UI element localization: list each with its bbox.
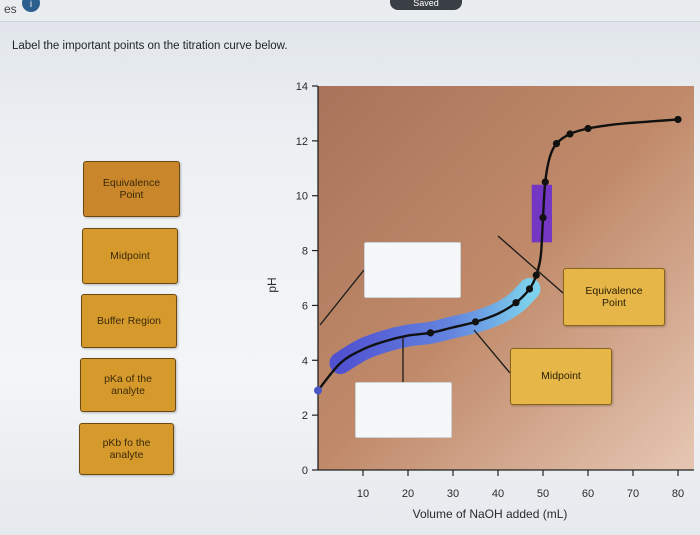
placed-chip-equivalence-point[interactable]: Equivalence Point bbox=[563, 268, 665, 326]
x-tick-label: 40 bbox=[492, 488, 504, 500]
chip-label: pKb fo the analyte bbox=[103, 437, 151, 461]
y-tick-label: 6 bbox=[302, 300, 308, 312]
chip-equivalence-point[interactable]: Equivalence Point bbox=[83, 161, 180, 217]
x-axis-title: Volume of NaOH added (mL) bbox=[413, 507, 568, 521]
chip-pkb-of-analyte[interactable]: pKb fo the analyte bbox=[79, 423, 174, 475]
chip-label-line: Equivalence bbox=[102, 176, 161, 189]
curve-marker-point bbox=[584, 124, 592, 133]
curve-marker-point bbox=[532, 271, 540, 279]
curve-marker-point bbox=[525, 285, 534, 293]
connector-line bbox=[319, 269, 365, 326]
x-tick-label: 70 bbox=[627, 488, 639, 500]
curve-marker-point bbox=[314, 386, 322, 395]
chip-buffer-region[interactable]: Buffer Region bbox=[81, 294, 177, 348]
question-instruction: Label the important points on the titrat… bbox=[12, 40, 288, 52]
chip-label: pKa of the analyte bbox=[104, 373, 152, 397]
chip-label-line: Buffer Region bbox=[96, 314, 161, 327]
chip-label-line: pKb fo the bbox=[102, 436, 151, 449]
curve-marker-point bbox=[512, 299, 520, 307]
info-icon[interactable]: i bbox=[22, 0, 40, 12]
x-tick-label: 20 bbox=[402, 488, 414, 500]
breadcrumb-fragment: es bbox=[4, 2, 17, 16]
x-tick-label: 30 bbox=[447, 488, 459, 500]
y-tick-label: 8 bbox=[302, 246, 308, 258]
chip-label-line: Equivalence bbox=[585, 284, 643, 297]
x-tick-label: 50 bbox=[537, 488, 549, 500]
x-tick-label: 60 bbox=[582, 488, 594, 500]
y-tick-label: 12 bbox=[296, 136, 308, 148]
chip-label-line: pKa of the bbox=[104, 372, 152, 385]
y-axis-title: pH bbox=[265, 277, 279, 292]
chip-label-line: analyte bbox=[111, 385, 145, 397]
curve-marker-point bbox=[539, 214, 547, 222]
placed-chip-midpoint[interactable]: Midpoint bbox=[510, 348, 612, 405]
chip-label: Equivalence Point bbox=[585, 285, 642, 309]
curve-marker-point bbox=[426, 329, 435, 337]
label-drop-zone[interactable] bbox=[355, 382, 452, 438]
connector-line bbox=[473, 329, 511, 374]
chip-pka-of-analyte[interactable]: pKa of the analyte bbox=[80, 358, 176, 412]
chip-label-line: analyte bbox=[109, 449, 144, 461]
y-tick-label: 10 bbox=[296, 191, 308, 203]
y-tick-label: 14 bbox=[296, 81, 308, 93]
curve-marker-point bbox=[541, 178, 549, 186]
curve-markers bbox=[314, 115, 682, 395]
curve-marker-point bbox=[566, 130, 574, 138]
chip-label: Equivalence Point bbox=[103, 177, 160, 201]
top-bar: es i Saved bbox=[0, 0, 700, 22]
label-drop-zone[interactable] bbox=[364, 242, 461, 298]
equivalence-highlight-box bbox=[531, 184, 552, 243]
chip-label-line: Midpoint bbox=[541, 370, 581, 383]
y-tick-label: 4 bbox=[302, 355, 308, 367]
chip-label-line: Point bbox=[119, 189, 144, 201]
curve-marker-point bbox=[552, 140, 561, 148]
chip-label-line: Midpoint bbox=[110, 249, 150, 262]
x-ticks: 10 20 30 40 50 60 70 80 bbox=[357, 470, 684, 500]
connector-line bbox=[497, 235, 564, 294]
y-tick-label: 0 bbox=[302, 465, 308, 477]
saved-status-badge: Saved bbox=[390, 0, 462, 10]
y-ticks: 0 2 4 6 8 10 12 14 bbox=[296, 81, 318, 477]
chip-label-line: Point bbox=[602, 297, 626, 309]
x-tick-label: 80 bbox=[672, 488, 684, 500]
curve-marker-point bbox=[471, 318, 480, 326]
x-tick-label: 10 bbox=[357, 488, 369, 500]
y-tick-label: 2 bbox=[302, 410, 308, 422]
chip-midpoint[interactable]: Midpoint bbox=[82, 228, 178, 284]
curve-marker-point bbox=[674, 115, 682, 124]
